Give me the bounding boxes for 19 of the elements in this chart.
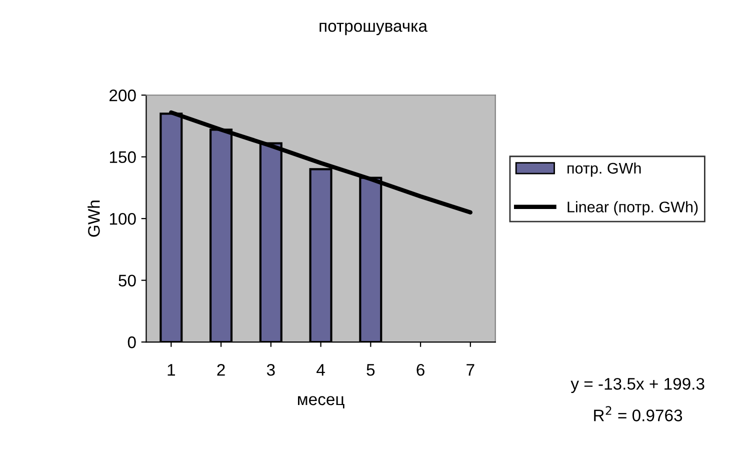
x-tick-label: 5 [366, 364, 375, 376]
x-axis-title: месец [298, 396, 344, 408]
text: y = -13.5x + 199.3 [570, 378, 704, 394]
x-tick-label: 1 [168, 364, 175, 376]
y-tick-label: 100 [110, 212, 136, 225]
text: R$^{2}$ = 0.9763 [594, 406, 682, 422]
y-tick-label: 150 [110, 151, 136, 164]
x-tick-label: 6 [416, 364, 424, 376]
chart-title: потрошувачка [320, 22, 428, 36]
legend-label: Linear (потр. GWh) [568, 201, 698, 216]
y-axis-title: GWh [88, 200, 100, 237]
y-tick-label: 50 [118, 274, 136, 286]
legend-label: потр. GWh [568, 162, 641, 177]
x-tick-label: 3 [266, 364, 275, 376]
y-tick-label: 200 [110, 90, 136, 102]
y-tick-label: 0 [128, 336, 136, 348]
x-tick-label: 2 [217, 364, 225, 376]
x-tick-label: 4 [316, 364, 325, 376]
x-tick-label: 7 [466, 364, 474, 376]
